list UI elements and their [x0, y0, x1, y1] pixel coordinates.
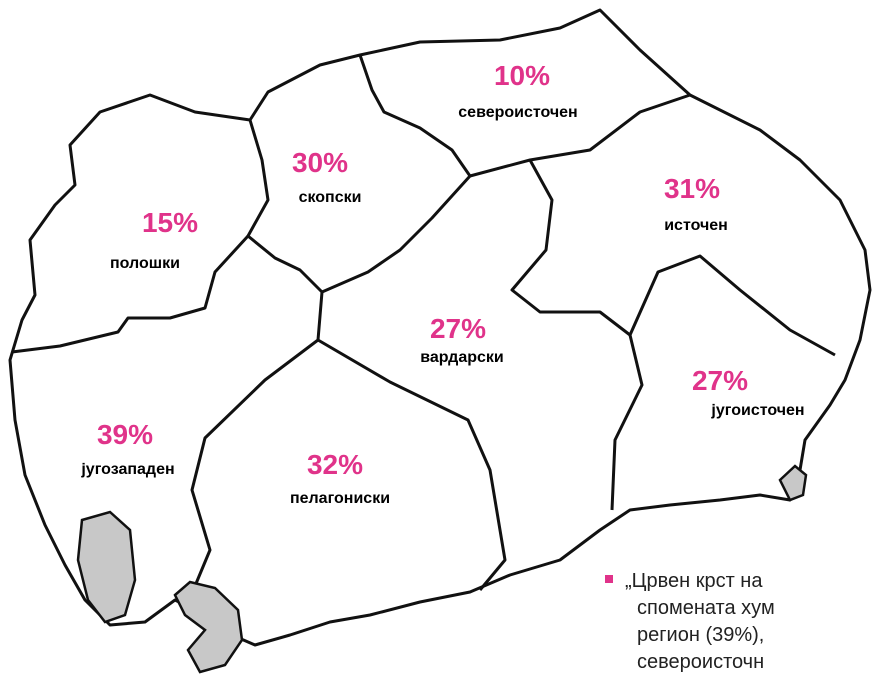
region-border	[510, 159, 631, 337]
region-percent: 10%	[494, 60, 550, 91]
note-line: регион (39%),	[637, 624, 764, 646]
region-percent: 15%	[142, 207, 198, 238]
note-line: спомената хум	[637, 597, 775, 619]
region-name: североисточен	[458, 104, 577, 121]
lake	[76, 510, 137, 624]
region-border	[317, 338, 507, 591]
lake	[173, 580, 244, 674]
region-border	[321, 174, 472, 294]
bullet	[605, 575, 613, 583]
note-line: североисточн	[637, 651, 764, 673]
region-percent: 32%	[307, 449, 363, 480]
region-name: скопски	[299, 189, 362, 206]
region-name: полошки	[110, 255, 180, 272]
region-percent: 31%	[664, 173, 720, 204]
region-border	[11, 234, 250, 354]
region-border	[628, 254, 836, 357]
region-border	[469, 93, 691, 178]
region-name: југозападен	[80, 461, 174, 478]
region-border	[358, 54, 472, 177]
note-line: „Црвен крст на	[625, 570, 763, 592]
region-percent: 27%	[692, 365, 748, 396]
region-percent: 39%	[97, 419, 153, 450]
region-border	[188, 291, 324, 599]
region-percent: 27%	[430, 313, 486, 344]
region-name: источен	[664, 217, 728, 234]
lake	[778, 464, 808, 502]
region-percent: 30%	[292, 147, 348, 178]
region-name: вардарски	[420, 349, 503, 366]
region-border	[246, 119, 324, 294]
region-border	[610, 334, 644, 511]
region-name: југоисточен	[710, 402, 804, 419]
region-name: пелагониски	[290, 490, 390, 507]
